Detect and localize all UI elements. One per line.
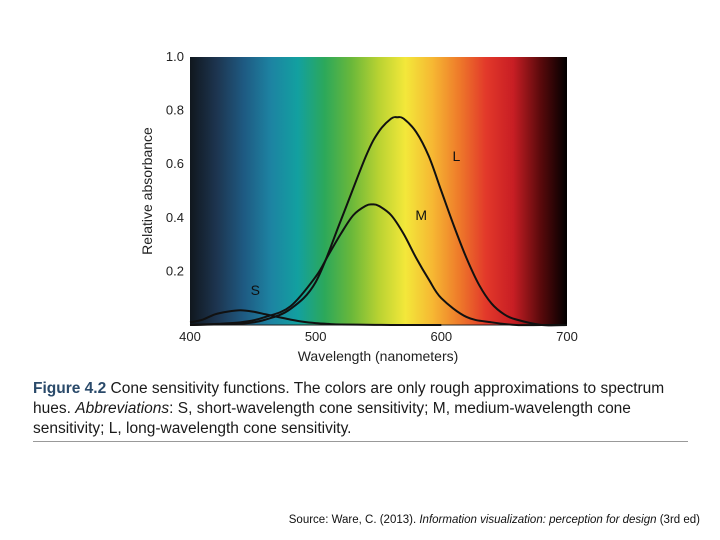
source-suffix: (3rd ed) — [656, 514, 700, 526]
source-citation: Source: Ware, C. (2013). Information vis… — [289, 514, 700, 526]
y-tick-label: 0.8 — [166, 103, 184, 118]
caption-abbrev-label: Abbreviations — [75, 400, 170, 417]
caption-text-1: Cone sensitivity functions. The colors a… — [33, 380, 665, 417]
y-tick-label: 0.2 — [166, 263, 184, 278]
curve-label-l: L — [453, 148, 461, 164]
curve-s — [189, 309, 442, 327]
x-tick-labels: 400 500 600 700 — [179, 329, 578, 344]
y-tick-labels: 0.2 0.4 0.6 0.8 1.0 — [166, 49, 184, 278]
sensitivity-curves — [189, 116, 568, 327]
x-tick-label: 700 — [556, 329, 578, 344]
y-tick-label: 0.6 — [166, 156, 184, 171]
spectrum-background — [190, 57, 567, 325]
x-tick-label: 500 — [305, 329, 327, 344]
y-axis-title: Relative absorbance — [139, 127, 155, 255]
curve-l — [189, 116, 568, 327]
figure-number: Figure 4.2 — [33, 380, 107, 397]
curve-m — [189, 203, 567, 327]
figure-caption: Figure 4.2 Cone sensitivity functions. T… — [33, 379, 673, 439]
x-axis-title: Wavelength (nanometers) — [298, 348, 459, 364]
cone-sensitivity-chart: 0.2 0.4 0.6 0.8 1.0 400 500 600 700 S M L Relativ… — [139, 49, 578, 364]
curve-label-m: M — [415, 207, 427, 223]
curve-label-s: S — [251, 282, 260, 298]
curve-labels: S M L — [251, 148, 461, 298]
y-tick-label: 0.4 — [166, 210, 184, 225]
source-title: Information visualization: perception fo… — [419, 514, 657, 526]
caption-text-2: : S, short-wavelength cone sensitivity; … — [33, 400, 631, 437]
y-tick-label: 1.0 — [166, 49, 184, 64]
source-prefix: Source: Ware, C. (2013). — [288, 514, 420, 526]
x-tick-label: 400 — [179, 329, 201, 344]
x-tick-label: 600 — [430, 329, 452, 344]
caption-divider — [33, 441, 688, 442]
